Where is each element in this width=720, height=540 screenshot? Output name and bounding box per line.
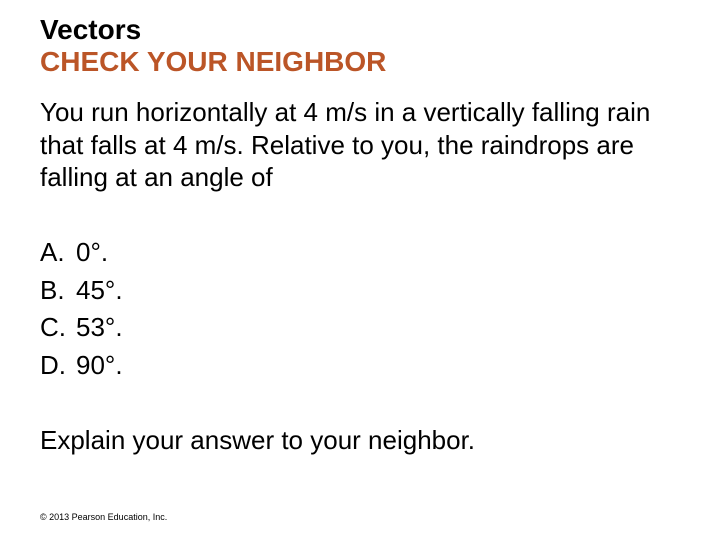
heading-line2: CHECK YOUR NEIGHBOR — [40, 46, 680, 78]
choice-letter: C. — [40, 309, 76, 347]
choice-text: 53°. — [76, 309, 123, 347]
heading-line1: Vectors — [40, 14, 680, 46]
choice-list: A. 0°. B. 45°. C. 53°. D. 90°. — [40, 234, 680, 385]
choice-item: D. 90°. — [40, 347, 680, 385]
choice-text: 90°. — [76, 347, 123, 385]
choice-letter: B. — [40, 272, 76, 310]
question-text: You run horizontally at 4 m/s in a verti… — [40, 96, 680, 194]
choice-item: C. 53°. — [40, 309, 680, 347]
slide-heading: Vectors CHECK YOUR NEIGHBOR — [40, 14, 680, 78]
copyright-text: © 2013 Pearson Education, Inc. — [40, 512, 167, 522]
choice-text: 45°. — [76, 272, 123, 310]
explain-text: Explain your answer to your neighbor. — [40, 425, 680, 456]
choice-text: 0°. — [76, 234, 108, 272]
choice-item: A. 0°. — [40, 234, 680, 272]
choice-letter: D. — [40, 347, 76, 385]
choice-item: B. 45°. — [40, 272, 680, 310]
slide: Vectors CHECK YOUR NEIGHBOR You run hori… — [0, 0, 720, 540]
choice-letter: A. — [40, 234, 76, 272]
